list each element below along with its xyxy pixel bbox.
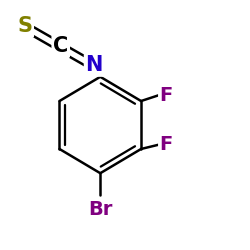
- Text: N: N: [86, 55, 103, 75]
- Text: F: F: [160, 135, 173, 154]
- Text: C: C: [53, 36, 68, 56]
- Text: F: F: [160, 86, 173, 105]
- Text: S: S: [18, 16, 32, 36]
- Text: Br: Br: [88, 200, 112, 220]
